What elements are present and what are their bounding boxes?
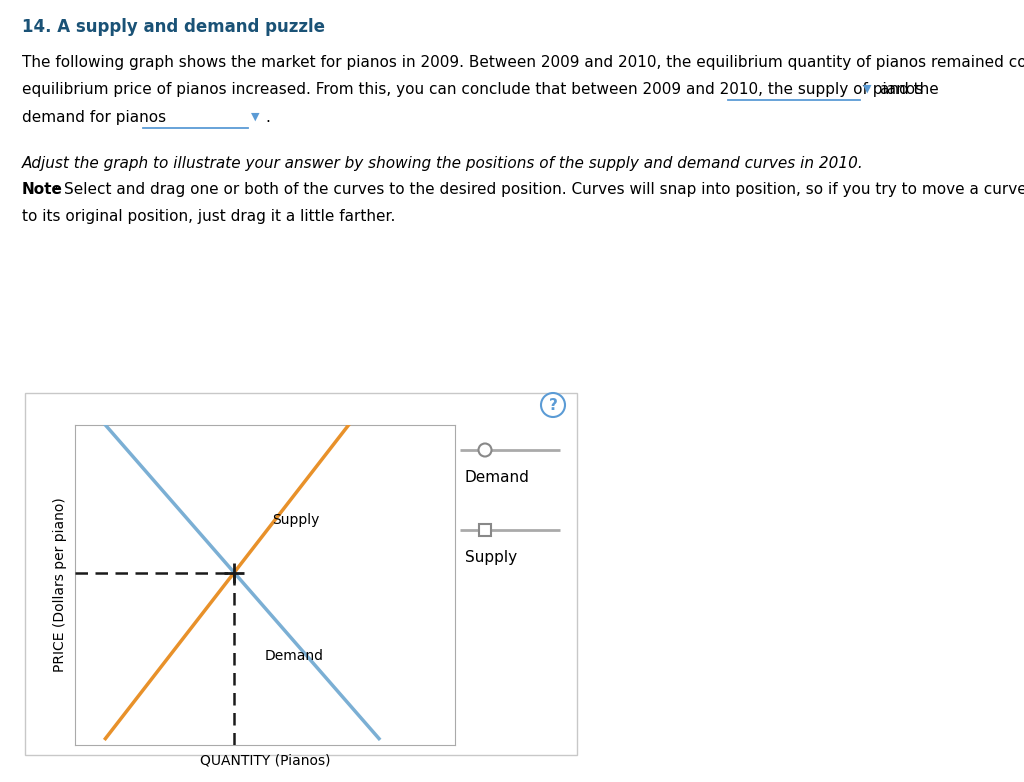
- Text: and the: and the: [880, 82, 939, 97]
- Text: ▼: ▼: [863, 84, 871, 94]
- Circle shape: [541, 393, 565, 417]
- Text: .: .: [265, 110, 270, 125]
- Circle shape: [478, 443, 492, 457]
- Text: Adjust the graph to illustrate your answer by showing the positions of the suppl: Adjust the graph to illustrate your answ…: [22, 156, 864, 171]
- Text: Supply: Supply: [465, 550, 517, 565]
- X-axis label: QUANTITY (Pianos): QUANTITY (Pianos): [200, 753, 331, 767]
- Text: Demand: Demand: [465, 470, 529, 485]
- Y-axis label: PRICE (Dollars per piano): PRICE (Dollars per piano): [52, 497, 67, 673]
- Text: ▼: ▼: [251, 112, 259, 122]
- Bar: [25, 393, 577, 755]
- Text: 14. A supply and demand puzzle: 14. A supply and demand puzzle: [22, 18, 325, 36]
- FancyBboxPatch shape: [479, 524, 490, 536]
- Text: The following graph shows the market for pianos in 2009. Between 2009 and 2010, : The following graph shows the market for…: [22, 55, 1024, 70]
- Text: ?: ?: [549, 397, 557, 412]
- Text: Note: Note: [22, 182, 62, 197]
- Text: equilibrium price of pianos increased. From this, you can conclude that between : equilibrium price of pianos increased. F…: [22, 82, 923, 97]
- Text: : Select and drag one or both of the curves to the desired position. Curves will: : Select and drag one or both of the cur…: [54, 182, 1024, 197]
- Text: to its original position, just drag it a little farther.: to its original position, just drag it a…: [22, 209, 395, 224]
- Text: demand for pianos: demand for pianos: [22, 110, 166, 125]
- Text: Demand: Demand: [265, 649, 324, 663]
- Text: Supply: Supply: [272, 514, 319, 527]
